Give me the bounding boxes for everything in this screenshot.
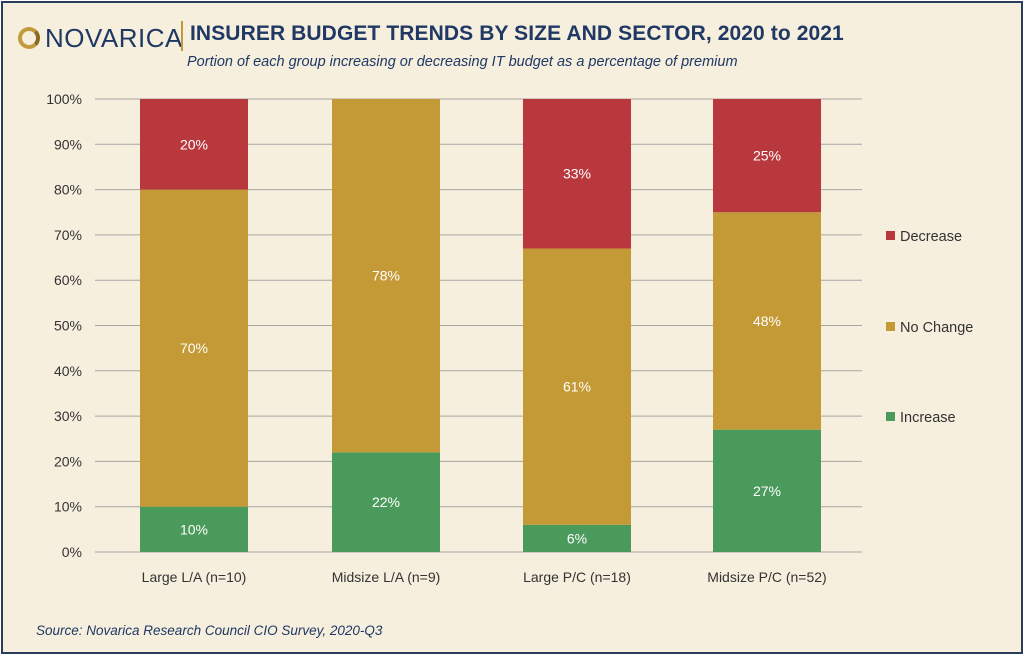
bar-segment-no-change (140, 189, 248, 507)
category-label: Midsize P/C (n=52) (707, 569, 826, 585)
y-tick-label: 0% (62, 544, 82, 560)
category-label: Large P/C (n=18) (523, 569, 631, 585)
logo-text: NOVARICA (45, 22, 183, 53)
data-label: 22% (372, 494, 400, 510)
data-label: 70% (180, 340, 208, 356)
data-label: 27% (753, 483, 781, 499)
bar-segment-decrease (713, 99, 821, 213)
data-label: 78% (372, 268, 400, 284)
y-tick-label: 80% (54, 182, 82, 198)
bar-segment-decrease (140, 99, 248, 190)
data-label: 20% (180, 136, 208, 152)
data-label: 10% (180, 521, 208, 537)
bar-segment-no-change (713, 212, 821, 430)
data-label: 25% (753, 148, 781, 164)
source-note: Source: Novarica Research Council CIO Su… (36, 623, 383, 638)
chart-subtitle: Portion of each group increasing or decr… (187, 54, 738, 70)
data-label: 6% (567, 530, 587, 546)
legend-swatch (886, 231, 895, 240)
title-divider (181, 21, 183, 51)
y-tick-label: 30% (54, 408, 82, 424)
logo-ring-icon (18, 27, 40, 49)
data-label: 61% (563, 379, 591, 395)
legend-label: Decrease (900, 229, 962, 245)
y-tick-label: 40% (54, 363, 82, 379)
legend-swatch (886, 322, 895, 331)
bar-segment-decrease (523, 99, 631, 249)
data-label: 33% (563, 166, 591, 182)
category-label: Large L/A (n=10) (142, 569, 247, 585)
y-tick-label: 70% (54, 227, 82, 243)
bar-segment-no-change (523, 248, 631, 525)
y-tick-label: 20% (54, 453, 82, 469)
legend-swatch (886, 412, 895, 421)
y-tick-label: 50% (54, 318, 82, 334)
data-label: 48% (753, 313, 781, 329)
y-tick-label: 100% (46, 91, 82, 107)
bar-segment-increase (332, 452, 440, 552)
bar-segment-increase (140, 506, 248, 552)
bar-segment-increase (713, 429, 821, 552)
legend-label: Increase (900, 410, 956, 426)
bar-segment-increase (523, 524, 631, 552)
bar-segment-no-change (332, 99, 440, 453)
legend-label: No Change (900, 320, 973, 336)
y-tick-label: 10% (54, 499, 82, 515)
novarica-logo: NOVARICA (18, 23, 183, 53)
y-tick-label: 60% (54, 272, 82, 288)
chart-title: INSURER BUDGET TRENDS BY SIZE AND SECTOR… (190, 22, 844, 45)
y-tick-label: 90% (54, 136, 82, 152)
category-label: Midsize L/A (n=9) (332, 569, 441, 585)
